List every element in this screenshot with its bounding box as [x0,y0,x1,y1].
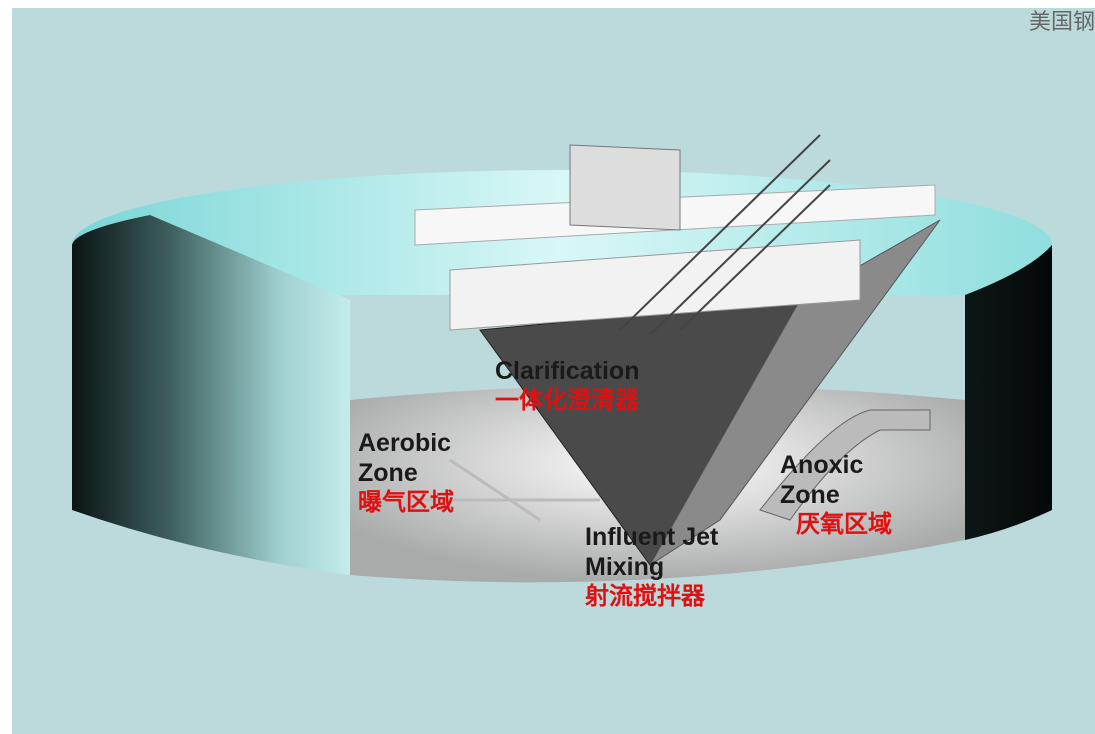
floor-pipes [420,458,600,522]
aerobic-label: Aerobic Zone 曝气区域 [358,428,478,518]
label-zh: 射流搅拌器 [585,583,705,610]
jet-mixing-label: Influent Jet Mixing 射流搅拌器 [585,522,760,612]
platform [449,239,861,331]
tank-wall-right [965,245,1052,540]
drive-unit [569,144,681,231]
label-en: Anoxic Zone [780,451,864,509]
stair-rails [619,134,831,336]
label-en: Aerobic Zone [358,429,452,487]
watermark: 美国钢 [1028,9,1095,34]
label-zh: 厌氧区域 [796,511,892,538]
pipe [759,409,931,521]
tank-wall-left [72,215,350,575]
clarifier-ramp [649,219,941,566]
label-zh: 一体化澄清器 [495,387,639,414]
clarification-label: Clarification 一体化澄清器 [495,356,639,416]
anoxic-label: Anoxic Zone 厌氧区域 [780,450,905,540]
label-zh: 曝气区域 [358,489,454,516]
label-en: Influent Jet Mixing [585,523,719,581]
label-en: Clarification [495,357,640,385]
